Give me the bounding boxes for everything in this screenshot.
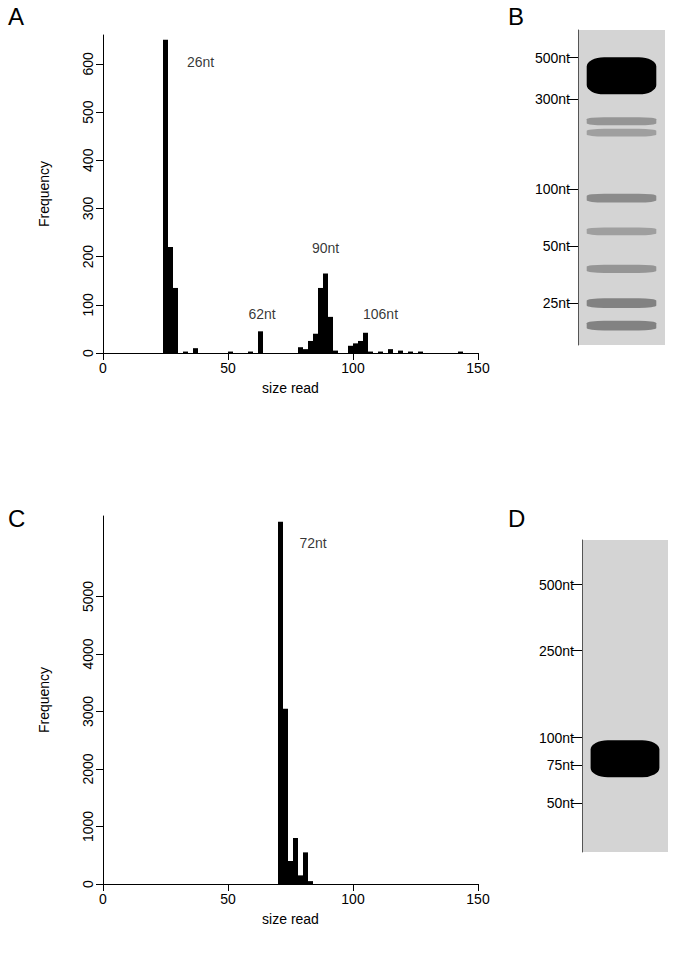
svg-text:50nt: 50nt (547, 795, 574, 811)
svg-text:250nt: 250nt (539, 643, 574, 659)
svg-text:75nt: 75nt (547, 757, 574, 773)
svg-text:72nt: 72nt (299, 535, 326, 551)
svg-text:90nt: 90nt (312, 240, 339, 256)
svg-text:26nt: 26nt (187, 54, 214, 70)
svg-text:50: 50 (220, 891, 236, 907)
svg-text:150: 150 (466, 891, 490, 907)
svg-text:100: 100 (341, 360, 365, 376)
svg-text:400: 400 (80, 148, 96, 172)
svg-text:B: B (508, 3, 524, 30)
svg-text:50: 50 (220, 360, 236, 376)
svg-text:A: A (8, 3, 24, 30)
svg-text:200: 200 (80, 245, 96, 269)
svg-text:5000: 5000 (80, 581, 96, 612)
svg-text:Frequency: Frequency (36, 667, 52, 733)
svg-text:0: 0 (80, 349, 96, 357)
svg-text:500: 500 (80, 100, 96, 124)
svg-text:0: 0 (99, 360, 107, 376)
svg-text:0: 0 (99, 891, 107, 907)
svg-text:100: 100 (80, 293, 96, 317)
svg-text:D: D (508, 505, 525, 532)
svg-text:62nt: 62nt (248, 306, 275, 322)
svg-text:300: 300 (80, 197, 96, 221)
svg-text:1000: 1000 (80, 811, 96, 842)
svg-text:100nt: 100nt (535, 181, 570, 197)
svg-text:size read: size read (262, 911, 319, 927)
svg-text:100nt: 100nt (539, 730, 574, 746)
svg-text:500nt: 500nt (535, 50, 570, 66)
svg-text:106nt: 106nt (363, 306, 398, 322)
svg-text:50nt: 50nt (543, 238, 570, 254)
svg-text:500nt: 500nt (539, 577, 574, 593)
svg-text:Frequency: Frequency (36, 161, 52, 227)
svg-text:25nt: 25nt (543, 295, 570, 311)
svg-text:3000: 3000 (80, 696, 96, 727)
svg-text:C: C (8, 505, 25, 532)
svg-text:2000: 2000 (80, 753, 96, 784)
svg-text:size read: size read (262, 380, 319, 396)
svg-text:300nt: 300nt (535, 91, 570, 107)
svg-text:4000: 4000 (80, 638, 96, 669)
svg-text:150: 150 (466, 360, 490, 376)
svg-text:0: 0 (80, 880, 96, 888)
svg-text:100: 100 (341, 891, 365, 907)
svg-text:600: 600 (80, 52, 96, 76)
